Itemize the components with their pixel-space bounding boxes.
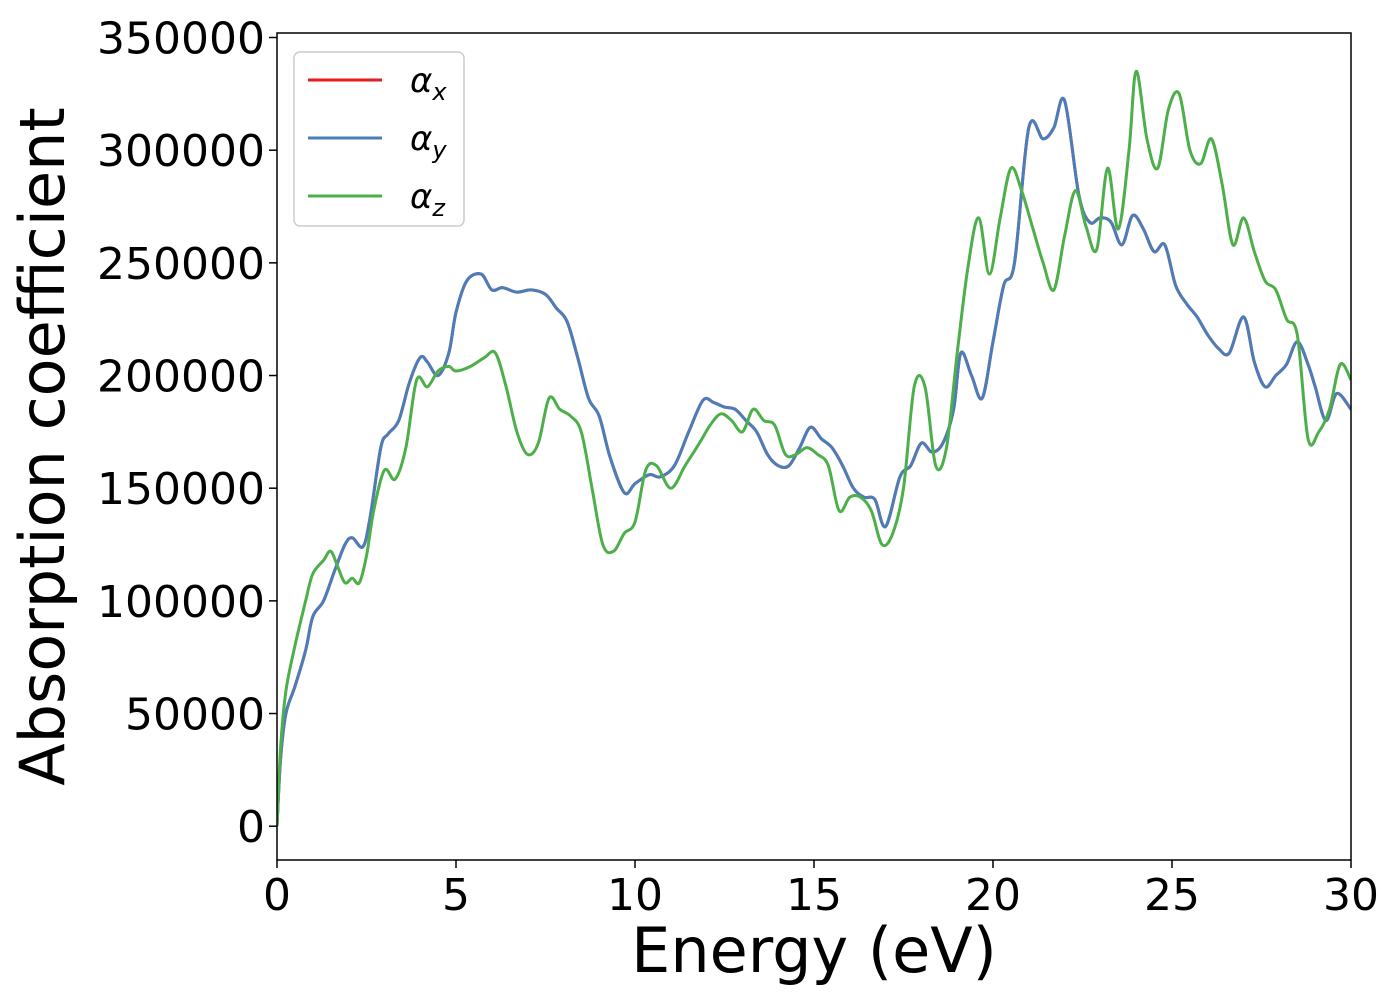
y-axis-label: Absorption coefficient [6, 107, 79, 786]
axis-ticks: 0 5 10 15 20 25 30 0 50000 100000 150000 200000 2500… [97, 14, 1379, 921]
x-axis-label: Energy (eV) [631, 914, 997, 987]
x-tick-label: 15 [786, 870, 842, 921]
x-tick-label: 10 [607, 870, 663, 921]
x-tick-label: 30 [1323, 870, 1379, 921]
y-tick-label: 50000 [125, 690, 265, 741]
x-tick-label: 20 [965, 870, 1021, 921]
y-tick-label: 150000 [97, 464, 265, 515]
y-tick-label: 250000 [97, 239, 265, 290]
series-line-α-y [277, 96, 1351, 827]
y-tick-label: 100000 [97, 577, 265, 628]
x-tick-label: 0 [263, 870, 291, 921]
x-tick-label: 25 [1144, 870, 1200, 921]
y-tick-label: 0 [237, 802, 265, 853]
x-tick-label: 5 [442, 870, 470, 921]
series-lines [277, 69, 1351, 827]
series-line-α-z [277, 69, 1351, 827]
y-tick-label: 300000 [97, 126, 265, 177]
y-tick-label: 200000 [97, 352, 265, 403]
y-tick-label: 350000 [97, 14, 265, 65]
